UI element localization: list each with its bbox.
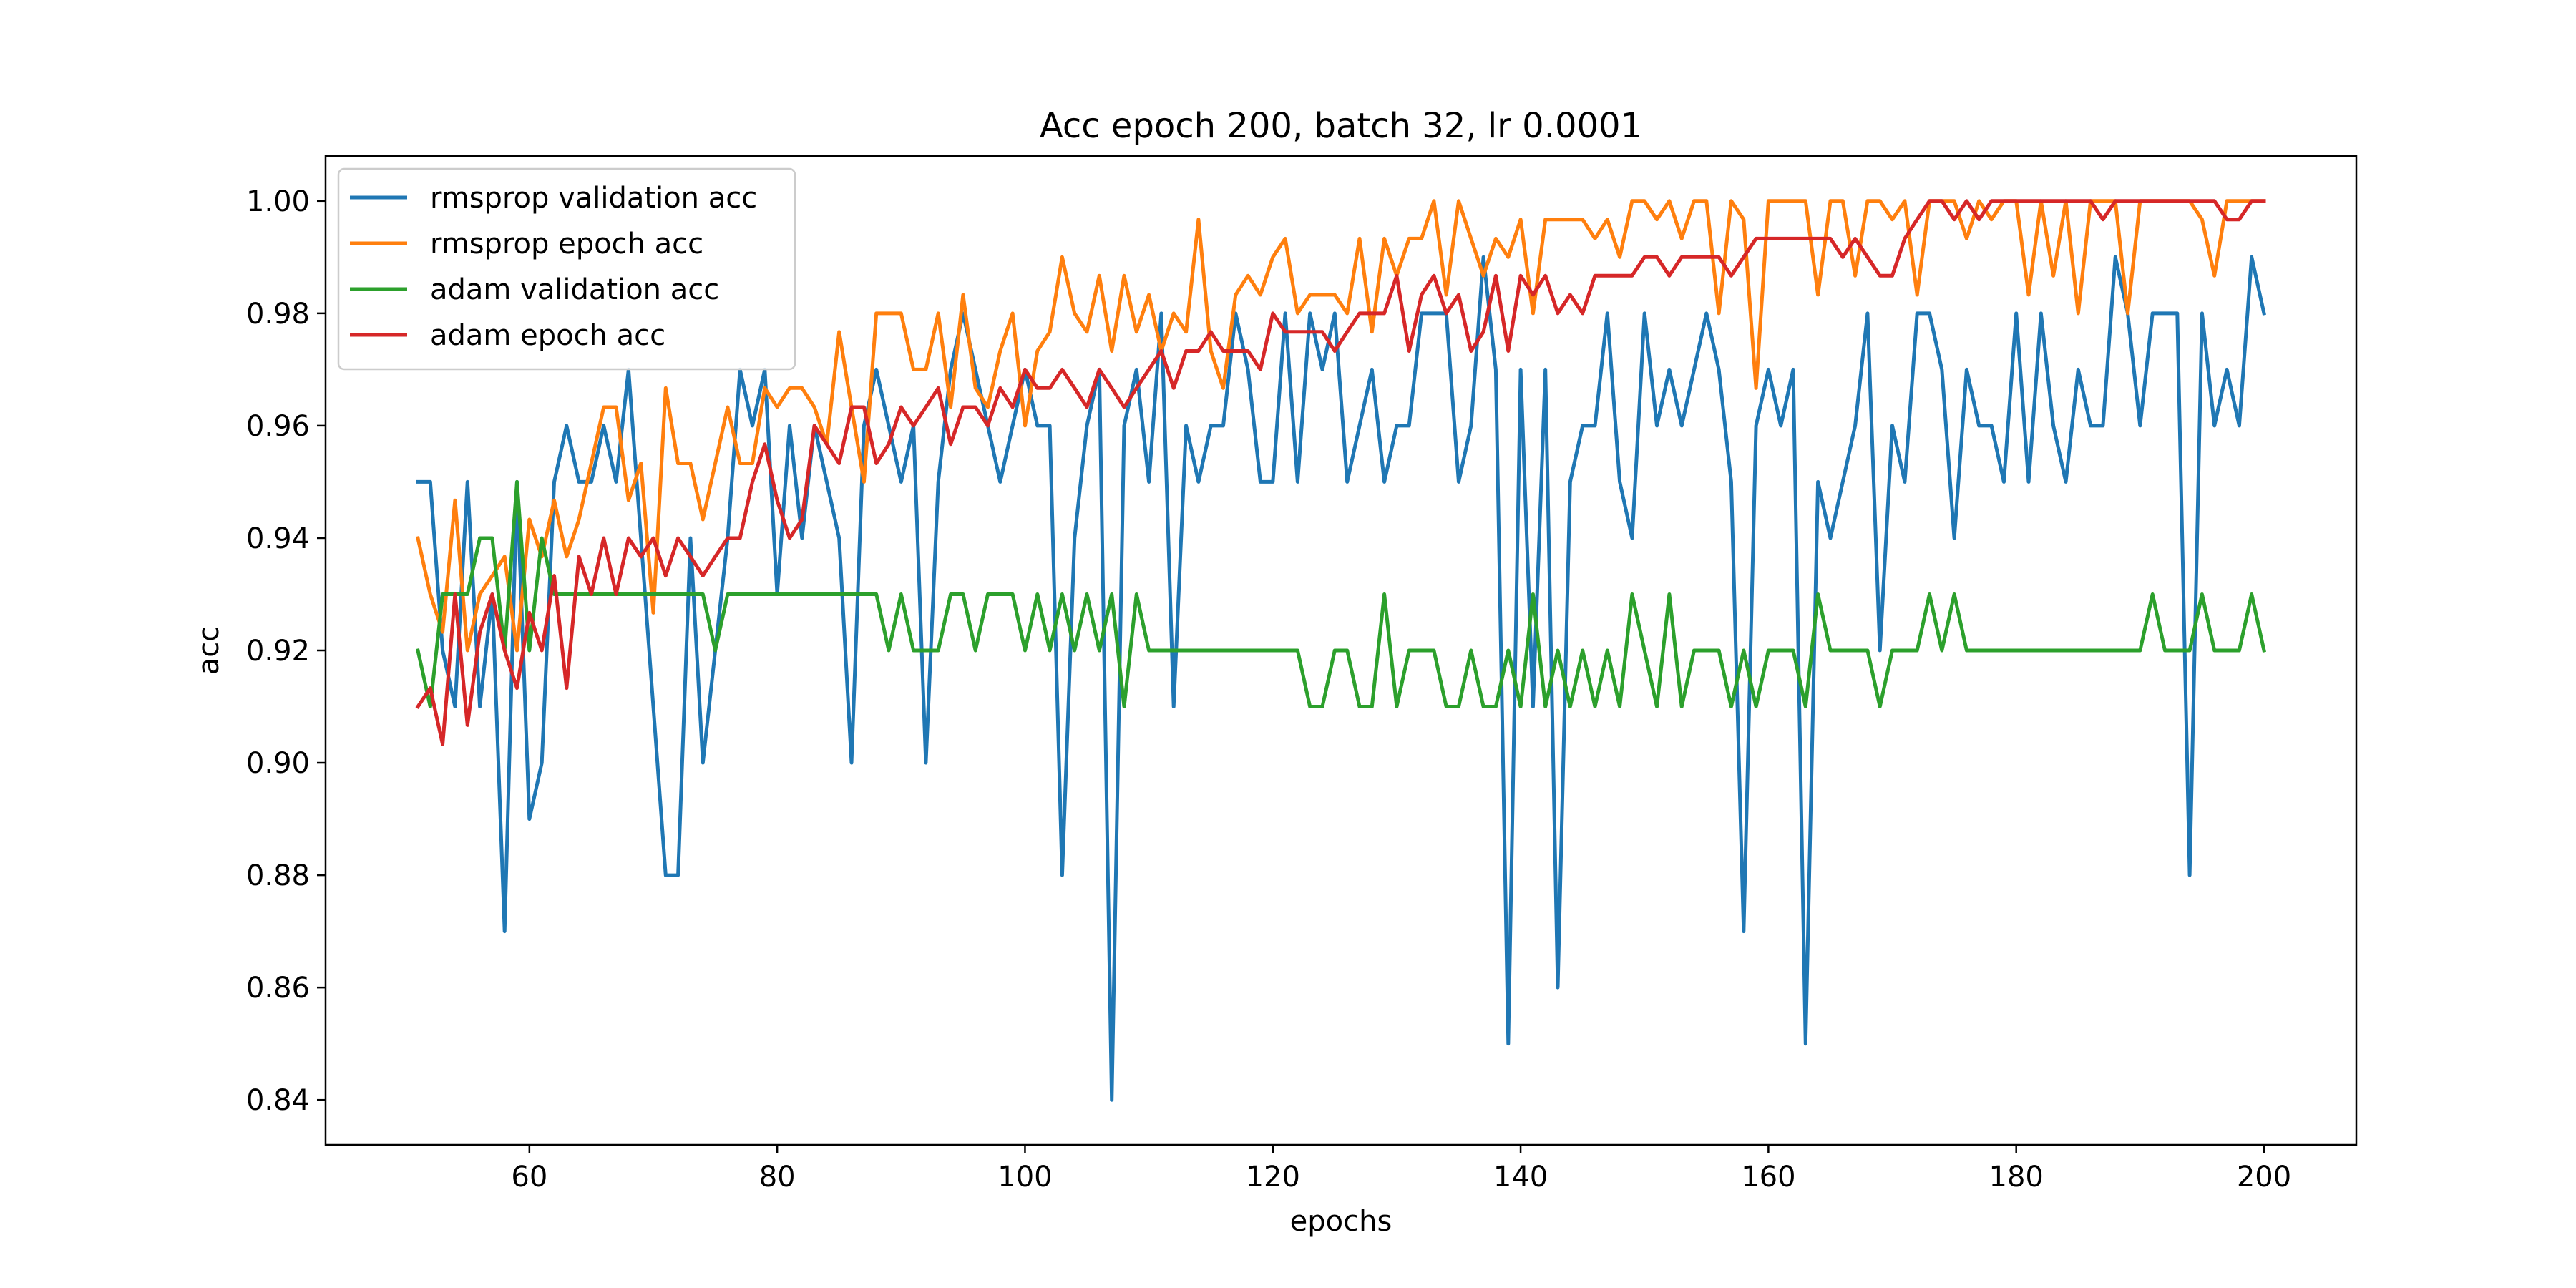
x-tick-label: 200 [2237, 1161, 2291, 1194]
x-tick-label: 140 [1493, 1161, 1548, 1194]
y-tick-label: 0.98 [246, 298, 310, 331]
x-tick-label: 60 [511, 1161, 547, 1194]
x-tick-label: 100 [997, 1161, 1052, 1194]
series-group [415, 199, 2266, 1102]
series-line-1 [416, 255, 2266, 1102]
series-line-4 [415, 199, 2266, 746]
x-tick-label: 80 [759, 1161, 796, 1194]
y-tick-label: 0.92 [246, 635, 310, 668]
legend-label: rmsprop validation acc [430, 182, 757, 215]
x-axis: 60 80 100 120 140 160 180 200 [511, 1145, 2291, 1194]
x-axis-label: epochs [1290, 1205, 1392, 1238]
y-tick-label: 0.86 [246, 972, 310, 1005]
legend-label: rmsprop epoch acc [430, 228, 703, 260]
legend-label: adam validation acc [430, 273, 719, 306]
y-axis-label: acc [192, 626, 225, 675]
legend: rmsprop validation acc rmsprop epoch acc a… [337, 167, 796, 371]
plot-area [324, 155, 2358, 1146]
series-line-2 [416, 199, 2266, 653]
y-tick-label: 0.90 [246, 747, 310, 780]
y-tick-label: 0.84 [246, 1084, 310, 1117]
legend-box [337, 167, 796, 371]
y-tick-label: 0.96 [246, 410, 310, 443]
series-line-3 [416, 479, 2266, 708]
chart-title: Acc epoch 200, batch 32, lr 0.0001 [1040, 106, 1642, 146]
y-axis: 0.84 0.86 0.88 0.90 0.92 0.94 0.96 0.98 1.00 [246, 185, 326, 1117]
y-tick-label: 0.94 [246, 522, 310, 555]
x-tick-label: 120 [1246, 1161, 1300, 1194]
x-tick-label: 180 [1989, 1161, 2044, 1194]
y-tick-label: 0.88 [246, 859, 310, 892]
y-tick-label: 1.00 [246, 185, 310, 218]
x-tick-label: 160 [1741, 1161, 1795, 1194]
legend-label: adam epoch acc [430, 319, 665, 352]
